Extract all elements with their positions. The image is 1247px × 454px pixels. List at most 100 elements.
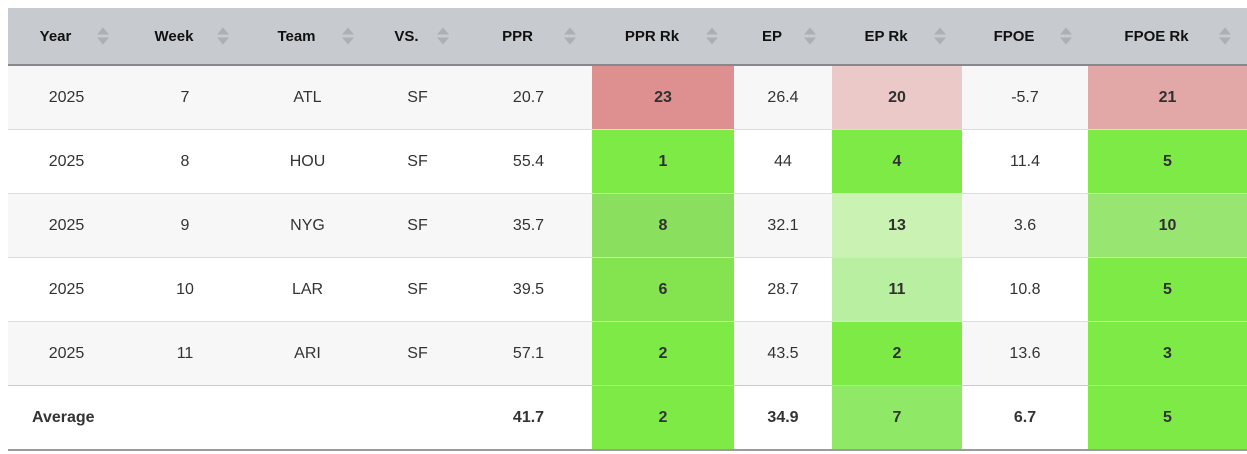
cell-year: 2025: [8, 193, 125, 258]
cell-ep-rk: 11: [832, 257, 962, 322]
column-header-ppr[interactable]: PPR: [465, 8, 592, 66]
sort-down-icon: [1219, 37, 1231, 45]
cell-team: ARI: [245, 321, 370, 386]
sort-updown-icon[interactable]: [97, 27, 109, 45]
cell-fpoe: 11.4: [962, 129, 1088, 194]
cell-vs: SF: [370, 257, 465, 322]
column-header-label: PPR Rk: [624, 27, 680, 45]
sort-updown-icon[interactable]: [804, 27, 816, 45]
cell-ppr: 39.5: [465, 257, 592, 322]
sort-up-icon: [804, 27, 816, 35]
sort-up-icon: [564, 27, 576, 35]
sort-down-icon: [437, 37, 449, 45]
cell-vs: SF: [370, 193, 465, 258]
cell-fpoe: -5.7: [962, 65, 1088, 130]
cell-week: 8: [125, 129, 245, 194]
cell-fpoe-rk: 5: [1088, 257, 1247, 322]
cell-ppr-rk: 23: [592, 65, 734, 130]
cell-ep-rk: 4: [832, 129, 962, 194]
average-cell-week: [125, 385, 245, 451]
sort-down-icon: [804, 37, 816, 45]
sort-down-icon: [217, 37, 229, 45]
cell-week: 9: [125, 193, 245, 258]
cell-ppr-rk: 1: [592, 129, 734, 194]
sort-updown-icon[interactable]: [706, 27, 718, 45]
sort-updown-icon[interactable]: [437, 27, 449, 45]
column-header-label: EP Rk: [864, 27, 908, 45]
column-header-ep[interactable]: EP: [734, 8, 832, 66]
column-header-fpoe[interactable]: FPOE: [962, 8, 1088, 66]
column-header-label: FPOE Rk: [1124, 27, 1189, 45]
cell-ep: 43.5: [734, 321, 832, 386]
sort-up-icon: [97, 27, 109, 35]
cell-team: HOU: [245, 129, 370, 194]
column-header-label: EP: [761, 27, 782, 45]
header-row: Year Week Team VS. PPR PPR Rk EP EP Rk FPOE FPOE …: [8, 8, 1247, 66]
column-header-ep-rk[interactable]: EP Rk: [832, 8, 962, 66]
table-row: 2025 7 ATL SF 20.7 23 26.4 20 -5.7 21: [8, 65, 1247, 130]
sort-updown-icon[interactable]: [564, 27, 576, 45]
sort-up-icon: [706, 27, 718, 35]
sort-updown-icon[interactable]: [1219, 27, 1231, 45]
cell-team: NYG: [245, 193, 370, 258]
sort-down-icon: [97, 37, 109, 45]
cell-ep: 44: [734, 129, 832, 194]
cell-team: ATL: [245, 65, 370, 130]
average-cell-fpoe: 6.7: [962, 385, 1088, 451]
sort-updown-icon[interactable]: [342, 27, 354, 45]
cell-vs: SF: [370, 321, 465, 386]
cell-ppr-rk: 2: [592, 321, 734, 386]
cell-fpoe-rk: 3: [1088, 321, 1247, 386]
table-body: 2025 7 ATL SF 20.7 23 26.4 20 -5.7 21 2025 8 HOU SF 55…: [8, 65, 1247, 386]
average-row: Average 41.7 2 34.9 7 6.7 5: [8, 385, 1247, 451]
cell-week: 7: [125, 65, 245, 130]
average-cell-year: Average: [8, 385, 125, 451]
sort-down-icon: [706, 37, 718, 45]
cell-ppr: 55.4: [465, 129, 592, 194]
average-cell-fpoe-rk: 5: [1088, 385, 1247, 451]
column-header-year[interactable]: Year: [8, 8, 125, 66]
average-cell-ppr-rk: 2: [592, 385, 734, 451]
cell-ppr: 57.1: [465, 321, 592, 386]
average-cell-team: [245, 385, 370, 451]
stats-table: Year Week Team VS. PPR PPR Rk EP EP Rk FPOE FPOE …: [8, 8, 1247, 451]
cell-team: LAR: [245, 257, 370, 322]
column-header-team[interactable]: Team: [245, 8, 370, 66]
column-header-label: Year: [39, 27, 72, 45]
sort-updown-icon[interactable]: [1060, 27, 1072, 45]
column-header-week[interactable]: Week: [125, 8, 245, 66]
cell-vs: SF: [370, 65, 465, 130]
sort-up-icon: [342, 27, 354, 35]
cell-fpoe: 10.8: [962, 257, 1088, 322]
cell-week: 10: [125, 257, 245, 322]
column-header-ppr-rk[interactable]: PPR Rk: [592, 8, 734, 66]
sort-updown-icon[interactable]: [217, 27, 229, 45]
sort-up-icon: [1219, 27, 1231, 35]
cell-week: 11: [125, 321, 245, 386]
table-row: 2025 8 HOU SF 55.4 1 44 4 11.4 5: [8, 129, 1247, 194]
sort-up-icon: [1060, 27, 1072, 35]
column-header-vs[interactable]: VS.: [370, 8, 465, 66]
cell-fpoe-rk: 10: [1088, 193, 1247, 258]
cell-year: 2025: [8, 65, 125, 130]
cell-ep: 28.7: [734, 257, 832, 322]
cell-ppr-rk: 8: [592, 193, 734, 258]
cell-fpoe: 13.6: [962, 321, 1088, 386]
cell-ep: 26.4: [734, 65, 832, 130]
cell-vs: SF: [370, 129, 465, 194]
column-header-label: VS.: [394, 27, 419, 45]
column-header-label: Team: [277, 27, 316, 45]
sort-down-icon: [342, 37, 354, 45]
sort-updown-icon[interactable]: [934, 27, 946, 45]
average-cell-vs: [370, 385, 465, 451]
cell-ep-rk: 13: [832, 193, 962, 258]
sort-down-icon: [564, 37, 576, 45]
cell-fpoe-rk: 5: [1088, 129, 1247, 194]
cell-ep-rk: 20: [832, 65, 962, 130]
column-header-fpoe-rk[interactable]: FPOE Rk: [1088, 8, 1247, 66]
cell-fpoe-rk: 21: [1088, 65, 1247, 130]
sort-up-icon: [934, 27, 946, 35]
column-header-label: PPR: [502, 27, 533, 45]
cell-ppr-rk: 6: [592, 257, 734, 322]
stats-table-container: Year Week Team VS. PPR PPR Rk EP EP Rk FPOE FPOE …: [8, 8, 1247, 451]
